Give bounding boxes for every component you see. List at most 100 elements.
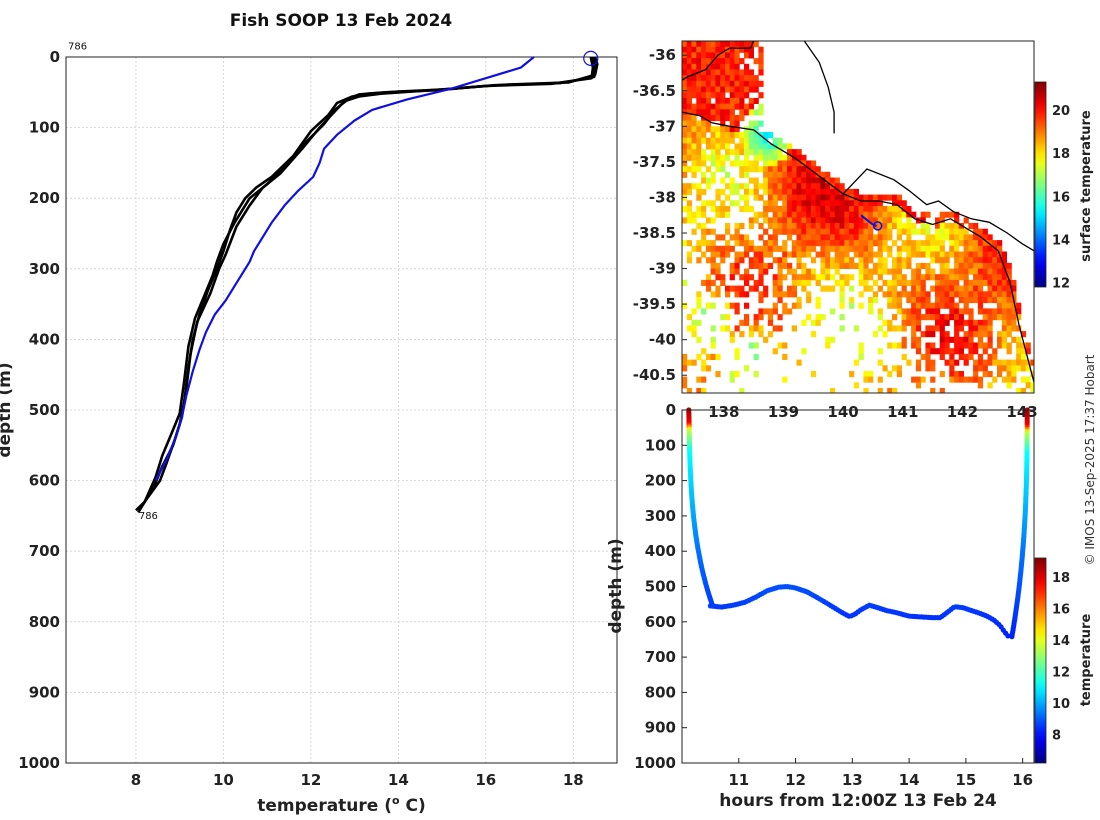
sst-cell bbox=[992, 291, 998, 298]
sst-cell bbox=[748, 177, 754, 184]
sst-cell bbox=[868, 297, 874, 304]
sst-cell bbox=[729, 86, 735, 93]
sst-cell bbox=[1030, 382, 1034, 389]
sst-cell bbox=[868, 228, 874, 235]
sst-cell bbox=[863, 228, 869, 235]
sst-cell bbox=[863, 268, 869, 275]
sst-cell bbox=[739, 149, 745, 156]
sst-cell bbox=[973, 245, 979, 252]
sst-cell bbox=[892, 388, 898, 393]
sst-cell bbox=[858, 291, 864, 298]
sst-cell bbox=[810, 194, 817, 201]
sst-cell bbox=[705, 120, 712, 127]
sst-cell bbox=[686, 120, 692, 127]
sst-cell bbox=[705, 92, 712, 99]
sst-cell bbox=[839, 234, 845, 241]
sst-cell bbox=[982, 245, 988, 252]
sst-cell bbox=[896, 302, 902, 309]
sst-cell bbox=[920, 211, 926, 218]
map-colorbar-tick-label: 12 bbox=[1052, 277, 1070, 292]
sst-cell bbox=[806, 297, 812, 304]
sst-cell bbox=[830, 336, 836, 343]
sst-cell bbox=[911, 223, 917, 230]
sst-cell bbox=[734, 257, 740, 264]
sst-cell bbox=[739, 103, 745, 110]
sst-cell bbox=[977, 251, 984, 258]
sst-cell bbox=[715, 154, 721, 161]
sst-cell bbox=[686, 132, 692, 139]
sst-cell bbox=[1006, 314, 1012, 321]
sst-cell bbox=[701, 177, 707, 184]
sst-cell bbox=[887, 268, 893, 275]
sst-cell bbox=[858, 268, 864, 275]
sst-cell bbox=[691, 217, 697, 224]
sst-cell bbox=[877, 240, 883, 247]
sst-cell bbox=[925, 268, 931, 275]
profile-x-axis-label: temperature (o C) bbox=[257, 794, 426, 816]
sst-cell bbox=[796, 149, 802, 156]
sst-cell bbox=[954, 325, 960, 332]
sst-cell bbox=[834, 200, 840, 207]
sst-cell bbox=[696, 80, 702, 87]
sst-cell bbox=[977, 262, 984, 269]
sst-cell bbox=[877, 388, 883, 393]
sst-cell bbox=[767, 240, 774, 247]
sst-cell bbox=[1011, 314, 1017, 321]
sst-cell bbox=[853, 359, 859, 366]
sst-cell bbox=[782, 240, 788, 247]
sst-cell bbox=[911, 268, 917, 275]
sst-cell bbox=[992, 308, 998, 315]
sst-cell bbox=[858, 194, 864, 201]
sst-cell bbox=[892, 365, 898, 372]
sst-cell bbox=[920, 228, 926, 235]
sst-cell bbox=[858, 251, 864, 258]
sst-cell bbox=[691, 228, 697, 235]
sst-cell bbox=[887, 285, 893, 292]
sst-cell bbox=[763, 171, 769, 178]
sst-cell bbox=[782, 228, 788, 235]
sst-cell bbox=[725, 223, 731, 230]
sst-cell bbox=[710, 137, 716, 144]
sst-cell bbox=[767, 331, 774, 338]
sst-cell bbox=[935, 348, 941, 355]
sst-cell bbox=[901, 336, 907, 343]
sst-cell bbox=[763, 336, 769, 343]
sst-cell bbox=[739, 69, 745, 76]
sst-cell bbox=[944, 262, 950, 269]
sst-cell bbox=[973, 234, 979, 241]
sst-cell bbox=[915, 251, 922, 258]
sst-cell bbox=[1011, 291, 1017, 298]
sst-cell bbox=[701, 103, 707, 110]
sst-cell bbox=[729, 371, 735, 378]
sst-cell bbox=[686, 154, 692, 161]
map-colorbar-tick-label: 20 bbox=[1052, 104, 1070, 119]
sst-cell bbox=[830, 245, 836, 252]
sst-cell bbox=[744, 234, 750, 241]
sst-cell bbox=[748, 132, 754, 139]
sst-cell bbox=[820, 234, 826, 241]
sst-cell bbox=[744, 314, 750, 321]
sst-cell bbox=[796, 245, 802, 252]
sst-cell bbox=[1011, 371, 1017, 378]
sst-cell bbox=[701, 126, 707, 133]
sst-cell bbox=[701, 200, 707, 207]
sst-cell bbox=[863, 388, 869, 393]
sst-cell bbox=[772, 149, 778, 156]
sst-cell bbox=[791, 228, 797, 235]
sst-cell bbox=[686, 200, 692, 207]
map-colorbar-label: surface temperature bbox=[1079, 110, 1094, 262]
sst-cell bbox=[739, 257, 745, 264]
profile-y-tick-label: 1000 bbox=[18, 754, 60, 772]
sst-cell bbox=[849, 217, 855, 224]
sst-cell bbox=[939, 302, 945, 309]
sst-cell bbox=[696, 257, 702, 264]
sst-cell bbox=[997, 245, 1003, 252]
sst-cell bbox=[705, 52, 712, 59]
sst-cell bbox=[753, 314, 759, 321]
sst-cell bbox=[744, 132, 750, 139]
coastline-north bbox=[682, 41, 755, 81]
sst-cell bbox=[715, 46, 721, 53]
sst-cell bbox=[1020, 331, 1027, 338]
sst-cell bbox=[977, 365, 984, 372]
sst-cell bbox=[839, 194, 845, 201]
